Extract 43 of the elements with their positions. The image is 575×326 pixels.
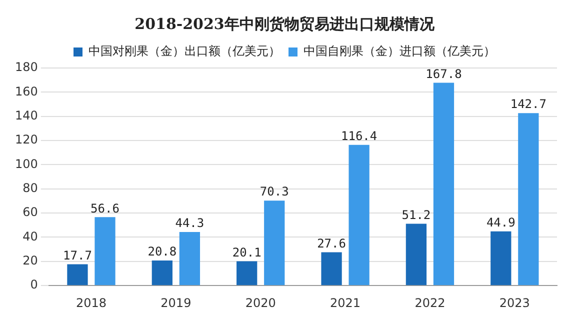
y-tick-label: 160	[15, 84, 38, 98]
y-tick-label: 80	[22, 181, 38, 196]
data-label: 20.8	[148, 244, 177, 259]
y-tick-label: 20	[22, 254, 38, 268]
x-tick-label: 2018	[76, 296, 107, 310]
bar	[236, 261, 258, 286]
bar	[348, 144, 370, 286]
bar	[433, 82, 454, 286]
data-label: 116.4	[340, 129, 378, 144]
legend-label: 中国对刚果（金）出口额（亿美元）	[88, 44, 280, 58]
data-label: 51.2	[402, 208, 431, 222]
y-tick-label: 140	[15, 108, 38, 122]
bar	[321, 252, 342, 286]
data-label: 70.3	[260, 184, 289, 199]
y-tick-label: 180	[15, 60, 38, 74]
y-tick-label: 100	[15, 156, 38, 171]
chart-title: 2018-2023年中刚货物贸易进出口规模情况	[134, 14, 436, 33]
data-label: 56.6	[90, 201, 120, 216]
legend-label: 中国自刚果（金）进口额（亿美元）	[304, 44, 496, 58]
bar	[67, 264, 88, 286]
data-label: 17.7	[63, 248, 92, 262]
y-tick-label: 0	[30, 278, 38, 292]
x-tick-label: 2020	[245, 296, 276, 310]
data-label: 142.7	[510, 97, 546, 112]
x-tick-label: 2019	[160, 296, 192, 310]
bar	[406, 224, 427, 286]
x-tick-label: 2021	[330, 296, 361, 310]
y-tick-label: 120	[15, 132, 38, 147]
data-label: 44.3	[175, 216, 204, 230]
y-tick-label: 40	[22, 229, 38, 244]
x-tick-label: 2023	[499, 296, 530, 310]
data-label: 44.9	[486, 215, 516, 230]
data-label: 20.1	[232, 245, 262, 260]
data-label: 27.6	[317, 236, 346, 250]
bar	[152, 260, 172, 286]
bar	[179, 232, 200, 286]
x-tick-label: 2022	[414, 296, 446, 310]
y-tick-label: 60	[22, 205, 38, 220]
bar	[518, 113, 539, 286]
bar	[94, 217, 116, 286]
data-label: 167.8	[426, 66, 462, 81]
bar	[490, 231, 512, 286]
bar	[264, 200, 285, 286]
